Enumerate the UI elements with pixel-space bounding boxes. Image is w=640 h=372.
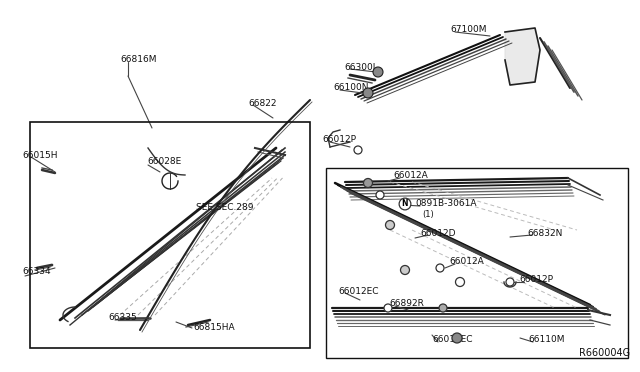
Circle shape: [452, 333, 462, 343]
Circle shape: [364, 179, 372, 187]
Text: 66100N: 66100N: [333, 83, 369, 93]
Text: R660004G: R660004G: [579, 348, 630, 358]
Circle shape: [436, 264, 444, 272]
Circle shape: [376, 191, 384, 199]
Circle shape: [506, 278, 514, 286]
Text: 66012EC: 66012EC: [432, 336, 472, 344]
Circle shape: [401, 266, 410, 275]
Circle shape: [439, 304, 447, 312]
Circle shape: [363, 88, 373, 98]
Text: 66335: 66335: [108, 314, 137, 323]
Circle shape: [354, 146, 362, 154]
Text: N: N: [402, 199, 408, 208]
Text: 66892R: 66892R: [389, 299, 424, 308]
Text: 0891B-3061A: 0891B-3061A: [415, 199, 477, 208]
Text: 66816M: 66816M: [120, 55, 157, 64]
Text: 66012A: 66012A: [393, 171, 428, 180]
Text: 66300J: 66300J: [344, 62, 376, 71]
Circle shape: [385, 221, 394, 230]
Circle shape: [384, 304, 392, 312]
Text: 66015H: 66015H: [22, 151, 58, 160]
Text: 66815HA: 66815HA: [193, 324, 235, 333]
Text: 67100M: 67100M: [450, 26, 486, 35]
Text: (1): (1): [422, 211, 434, 219]
Circle shape: [373, 67, 383, 77]
Text: 66832N: 66832N: [527, 228, 563, 237]
Text: 66012P: 66012P: [519, 276, 553, 285]
Text: 66012D: 66012D: [420, 228, 456, 237]
Text: SEE SEC.289: SEE SEC.289: [196, 203, 253, 212]
Text: 66028E: 66028E: [147, 157, 181, 167]
Polygon shape: [505, 28, 540, 85]
Text: 66012P: 66012P: [322, 135, 356, 144]
Text: 66334: 66334: [22, 267, 51, 276]
Circle shape: [456, 278, 465, 286]
Text: 66012EC: 66012EC: [338, 286, 378, 295]
Text: 66012A: 66012A: [449, 257, 484, 266]
Text: 66110M: 66110M: [528, 336, 564, 344]
Text: 66822: 66822: [248, 99, 276, 108]
